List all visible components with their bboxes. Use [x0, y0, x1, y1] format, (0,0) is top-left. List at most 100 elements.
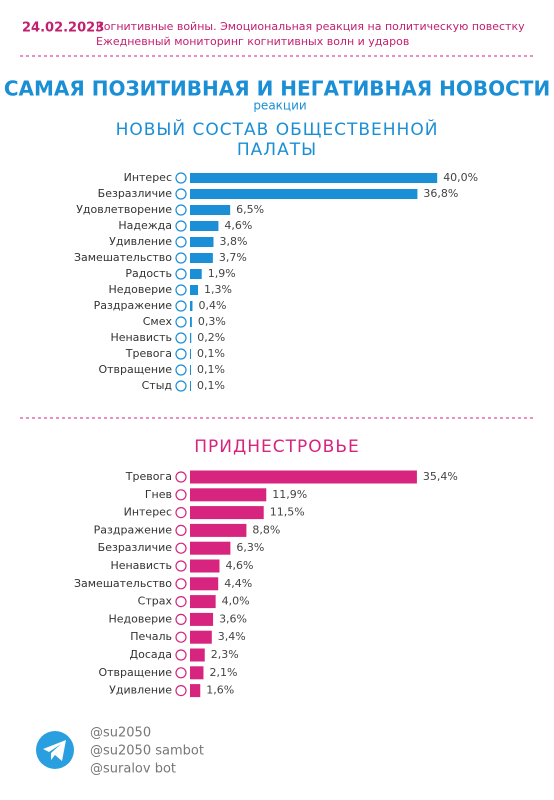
emotion-icon [175, 364, 187, 376]
bar [190, 205, 231, 215]
bar [190, 317, 192, 327]
value-label: 0,1% [197, 379, 225, 392]
emotion-icon [175, 284, 187, 296]
emotion-icon [175, 578, 187, 590]
value-label: 8,8% [252, 523, 280, 536]
category-label: Стыд [142, 379, 173, 392]
emotion-icon [175, 204, 187, 216]
value-label: 3,6% [219, 612, 247, 625]
category-label: Удивление [109, 684, 172, 697]
bar [190, 349, 191, 359]
bar [190, 577, 219, 591]
emotion-icon [175, 631, 187, 643]
bar [190, 365, 191, 375]
emotion-icon [175, 236, 187, 248]
header-line: Ежедневный мониторинг когнитивных волн и… [96, 35, 409, 48]
category-label: Гнев [145, 488, 172, 501]
value-label: 0,4% [198, 299, 226, 312]
bar [190, 523, 247, 537]
category-label: Ненависть [110, 331, 172, 344]
emotion-icon [175, 524, 187, 537]
category-label: Удовлетворение [76, 203, 172, 216]
value-label: 6,5% [236, 203, 264, 216]
handle: @su2050 sambot [90, 744, 204, 759]
category-label: Недоверие [108, 283, 172, 296]
handle: @su2050 [90, 726, 151, 741]
value-label: 3,7% [219, 251, 247, 264]
emotion-icon [175, 188, 187, 200]
main-subtitle: реакции [253, 99, 306, 113]
category-label: Отвращение [98, 666, 172, 679]
bar [190, 253, 213, 263]
category-label: Безразличие [98, 187, 173, 200]
category-label: Замешательство [74, 251, 172, 264]
value-label: 2,3% [211, 648, 239, 661]
bar [190, 333, 192, 343]
category-label: Удивление [109, 235, 172, 248]
category-label: Тревога [125, 470, 172, 483]
value-label: 1,6% [206, 684, 234, 697]
value-label: 35,4% [423, 470, 458, 483]
emotion-icon [175, 220, 187, 232]
category-label: Досада [130, 648, 172, 661]
value-label: 11,9% [272, 488, 307, 501]
value-label: 4,6% [225, 559, 253, 572]
bar [190, 173, 438, 183]
bar [190, 237, 214, 247]
value-label: 4,0% [222, 595, 250, 608]
emotion-icon [175, 542, 187, 554]
bar [190, 470, 417, 484]
category-label: Страх [138, 595, 173, 608]
bar [190, 301, 193, 311]
emotion-icon [175, 667, 187, 679]
bar [190, 595, 216, 609]
category-label: Интерес [124, 171, 172, 184]
bar [190, 666, 204, 680]
category-label: Радость [125, 267, 172, 280]
bar [190, 559, 220, 573]
value-label: 2,1% [209, 666, 237, 679]
main-title: САМАЯ ПОЗИТИВНАЯ И НЕГАТИВНАЯ НОВОСТИ [4, 77, 550, 101]
value-label: 4,4% [224, 577, 252, 590]
category-label: Интерес [124, 506, 172, 519]
bar [190, 269, 202, 279]
value-label: 0,1% [197, 363, 225, 376]
bar [190, 630, 212, 644]
emotion-icon [175, 380, 187, 392]
value-label: 1,3% [204, 283, 232, 296]
category-label: Замешательство [74, 577, 172, 590]
bar [190, 541, 231, 555]
emotion-icon [175, 471, 187, 483]
bar [190, 381, 191, 391]
value-label: 40,0% [443, 171, 478, 184]
emotion-icon [175, 489, 187, 501]
emotion-icon [175, 268, 187, 280]
value-label: 3,4% [218, 630, 246, 643]
category-label: Недоверие [108, 612, 172, 625]
category-label: Отвращение [98, 363, 172, 376]
value-label: 3,8% [219, 235, 247, 248]
value-label: 1,9% [208, 267, 236, 280]
bar [190, 189, 418, 199]
emotion-icon [175, 613, 187, 626]
value-label: 36,8% [423, 187, 458, 200]
value-label: 6,3% [236, 541, 264, 554]
header-line: Когнитивные войны. Эмоциональная реакция… [96, 20, 525, 33]
bar [190, 285, 199, 295]
emotion-icon [175, 506, 187, 519]
emotion-icon [175, 332, 187, 344]
emotion-icon [175, 300, 187, 312]
category-label: Тревога [125, 347, 172, 360]
category-label: Надежда [118, 219, 172, 232]
bar [190, 221, 219, 231]
date: 24.02.2023 [22, 21, 104, 36]
telegram-plane [43, 740, 66, 761]
category-label: Печаль [130, 630, 172, 643]
emotion-icon [175, 560, 187, 572]
bar [190, 612, 214, 626]
bar [190, 684, 201, 698]
value-label: 0,1% [197, 347, 225, 360]
emotion-icon [175, 684, 187, 697]
